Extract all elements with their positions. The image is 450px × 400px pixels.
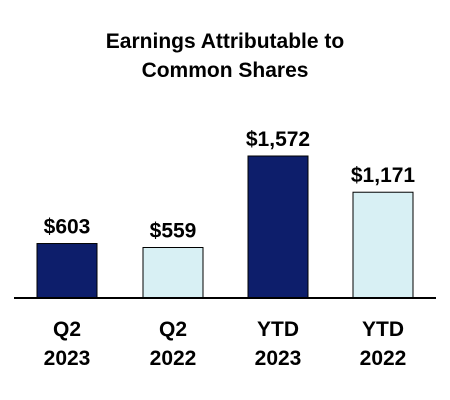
bar-2	[247, 155, 309, 299]
category-label-2-line-2: 2023	[255, 347, 302, 370]
value-label-2: $1,572	[246, 128, 310, 151]
value-label-0: $603	[44, 216, 91, 239]
bar-0	[36, 243, 98, 299]
bar-1	[142, 247, 204, 299]
category-label-group: Q2 2023 Q2 2022 YTD 2023 YTD 2022	[44, 318, 407, 370]
category-label-0-line-2: 2023	[44, 347, 91, 370]
category-label-2-line-1: YTD	[257, 318, 299, 341]
chart-title-line-2: Common Shares	[142, 59, 309, 82]
bar-group: $603 $559 $1,572 $1,171	[36, 128, 416, 299]
category-label-3-line-1: YTD	[362, 318, 404, 341]
category-label-1-line-2: 2022	[150, 347, 197, 370]
chart-title-line-1: Earnings Attributable to	[106, 30, 344, 53]
category-label-3-line-2: 2022	[360, 347, 407, 370]
value-label-3: $1,171	[351, 164, 416, 187]
bar-3	[352, 191, 414, 299]
category-label-0-line-1: Q2	[53, 318, 81, 341]
value-label-1: $559	[150, 220, 197, 243]
category-label-1-line-1: Q2	[159, 318, 187, 341]
